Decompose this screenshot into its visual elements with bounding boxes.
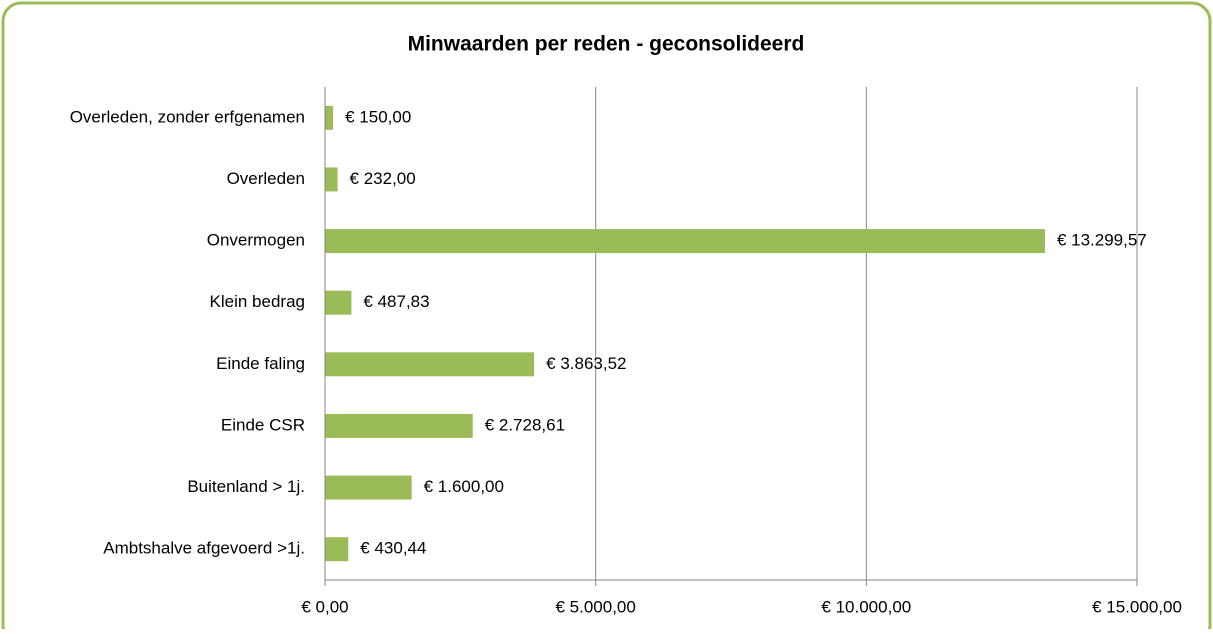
data-label: € 3.863,52 (546, 354, 626, 373)
data-label: € 13.299,57 (1057, 231, 1147, 250)
y-tick-label: Ambtshalve afgevoerd >1j. (103, 539, 305, 558)
data-label: € 150,00 (345, 107, 411, 126)
data-label: € 232,00 (350, 169, 416, 188)
y-tick-label: Onvermogen (207, 231, 305, 250)
data-label: € 1.600,00 (424, 477, 504, 496)
bar (325, 229, 1045, 254)
x-tick-label: € 0,00 (301, 597, 348, 616)
bar (325, 537, 349, 562)
bar (325, 105, 334, 130)
y-tick-label: Overleden, zonder erfgenamen (70, 107, 305, 126)
bar (325, 167, 338, 192)
data-label: € 487,83 (363, 292, 429, 311)
y-tick-label: Klein bedrag (210, 292, 305, 311)
data-label: € 430,44 (360, 539, 426, 558)
bar (325, 475, 412, 500)
y-tick-label: Einde CSR (221, 415, 305, 434)
bar (325, 352, 535, 377)
y-tick-label: Buitenland > 1j. (187, 477, 305, 496)
y-tick-label: Overleden (227, 169, 305, 188)
x-tick-label: € 15.000,00 (1092, 597, 1182, 616)
data-label: € 2.728,61 (485, 415, 565, 434)
chart-title: Minwaarden per reden - geconsolideerd (408, 33, 805, 56)
y-tick-label: Einde faling (216, 354, 305, 373)
x-tick-label: € 5.000,00 (555, 597, 635, 616)
bar (325, 413, 473, 438)
x-tick-label: € 10.000,00 (821, 597, 911, 616)
bar (325, 290, 352, 315)
